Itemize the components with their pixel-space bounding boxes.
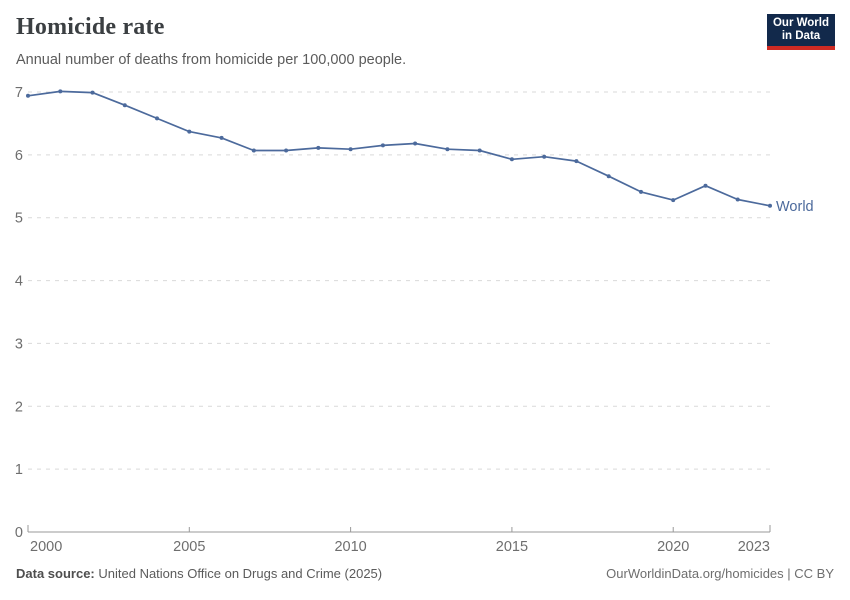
data-point-world-2000[interactable]: [26, 93, 30, 98]
data-point-world-2021[interactable]: [703, 183, 708, 188]
page-title: Homicide rate: [16, 14, 165, 40]
y-tick-label-6: 6: [15, 148, 23, 164]
data-source-text: United Nations Office on Drugs and Crime…: [98, 566, 383, 581]
data-point-world-2007[interactable]: [251, 148, 256, 153]
chart-footer: Data source: United Nations Office on Dr…: [16, 566, 834, 581]
data-point-world-2006[interactable]: [219, 135, 224, 140]
data-point-world-2003[interactable]: [122, 103, 127, 108]
owid-logo-line1: Our World: [772, 17, 829, 29]
data-point-world-2017[interactable]: [574, 159, 579, 164]
data-point-world-2022[interactable]: [735, 197, 740, 202]
owid-logo[interactable]: Our World in Data: [767, 14, 835, 50]
series-line-world[interactable]: [27, 90, 771, 207]
data-point-world-2018[interactable]: [606, 174, 611, 179]
data-point-world-2020[interactable]: [671, 198, 676, 203]
x-tick-label-2005: 2005: [173, 539, 205, 555]
data-point-world-2023[interactable]: [768, 203, 772, 208]
data-point-world-2014[interactable]: [477, 148, 482, 153]
x-tick-label-2015: 2015: [496, 539, 528, 555]
y-tick-label-1: 1: [15, 462, 23, 478]
y-tick-label-4: 4: [15, 274, 23, 290]
data-source-note: Data source: United Nations Office on Dr…: [16, 566, 382, 581]
data-point-world-2008[interactable]: [284, 148, 289, 153]
data-point-world-2012[interactable]: [413, 141, 418, 146]
data-point-world-2009[interactable]: [316, 145, 321, 150]
x-tick-label-2023: 2023: [738, 539, 770, 555]
x-tick-label-2010: 2010: [334, 539, 366, 555]
x-tick-label-2020: 2020: [657, 539, 689, 555]
data-point-world-2011[interactable]: [380, 143, 385, 148]
data-point-world-2004[interactable]: [155, 116, 159, 121]
line-chart: 0 1 2 3 4 5 6 7 2000 2005 2010 2015 2020 2023 World: [15, 85, 814, 555]
data-source-label: Data source:: [16, 566, 95, 581]
data-point-world-2002[interactable]: [90, 90, 95, 95]
data-point-world-2019[interactable]: [639, 189, 643, 194]
data-point-world-2016[interactable]: [542, 154, 547, 159]
series-label-world: World: [776, 199, 814, 215]
y-tick-label-2: 2: [15, 399, 23, 415]
data-point-world-2015[interactable]: [509, 157, 514, 162]
x-tick-label-2000: 2000: [30, 539, 62, 555]
y-tick-label-7: 7: [15, 85, 23, 101]
data-point-world-2001[interactable]: [58, 89, 63, 94]
y-tick-label-5: 5: [15, 211, 23, 227]
credit-link[interactable]: OurWorldinData.org/homicides | CC BY: [606, 566, 834, 581]
data-point-world-2005[interactable]: [187, 129, 192, 134]
data-point-world-2010[interactable]: [348, 147, 353, 152]
y-tick-label-0: 0: [15, 525, 23, 541]
y-tick-label-3: 3: [15, 336, 23, 352]
data-point-world-2013[interactable]: [445, 147, 450, 152]
chart-plot-area: 0 1 2 3 4 5 6 7 2000 2005 2010 2015 2020 2023 World: [0, 75, 850, 570]
chart-subtitle: Annual number of deaths from homicide pe…: [16, 52, 407, 68]
owid-logo-line2: in Data: [781, 30, 821, 42]
